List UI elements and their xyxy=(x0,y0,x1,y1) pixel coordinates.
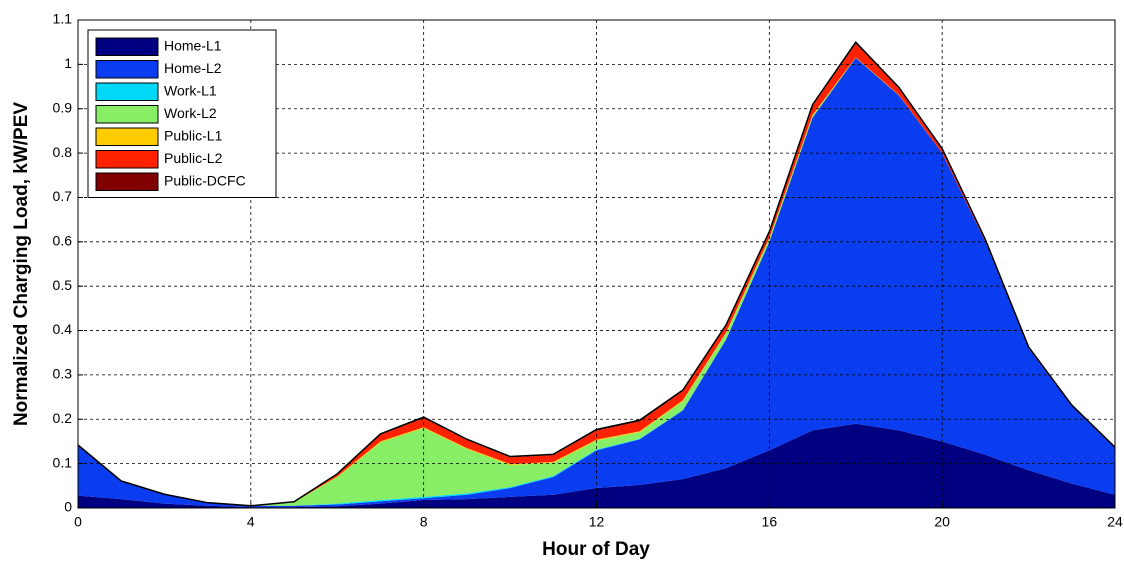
area xyxy=(78,57,1115,508)
legend-swatch xyxy=(95,172,159,191)
legend: Home-L1 Home-L2 Work-L1 Work-L2 Public-L1 Pub… xyxy=(87,29,277,198)
y-tick-label: 0.5 xyxy=(53,277,73,293)
legend-swatch xyxy=(95,127,159,146)
legend-label: Home-L1 xyxy=(164,37,222,53)
legend-swatch xyxy=(95,150,159,169)
y-tick-label: 1 xyxy=(64,55,72,71)
legend-swatch xyxy=(95,82,159,101)
y-tick-label: 1.1 xyxy=(53,11,73,27)
y-tick-label: 0.4 xyxy=(53,321,73,337)
y-tick-label: 0.7 xyxy=(53,188,73,204)
legend-label: Work-L1 xyxy=(164,82,217,98)
legend-label: Home-L2 xyxy=(164,60,222,76)
legend-label: Public-L1 xyxy=(164,127,223,143)
area xyxy=(78,423,1115,508)
y-tick-label: 0.8 xyxy=(53,144,73,160)
x-tick-label: 24 xyxy=(1107,514,1123,530)
y-tick-label: 0.9 xyxy=(53,99,73,115)
x-tick-label: 12 xyxy=(589,514,605,530)
legend-label: Work-L2 xyxy=(164,105,217,121)
x-tick-label: 20 xyxy=(934,514,950,530)
x-tick-label: 4 xyxy=(247,514,255,530)
legend-swatch xyxy=(95,105,159,124)
x-tick-label: 8 xyxy=(420,514,428,530)
x-axis-label: Hour of Day xyxy=(542,539,650,560)
y-tick-label: 0.6 xyxy=(53,233,73,249)
legend-swatch xyxy=(95,37,159,56)
y-tick-label: 0.2 xyxy=(53,410,73,426)
legend-swatch xyxy=(95,60,159,79)
x-tick-label: 0 xyxy=(74,514,82,530)
y-tick-label: 0 xyxy=(64,499,72,515)
plot-frame xyxy=(77,19,1116,509)
x-tick-label: 16 xyxy=(762,514,778,530)
legend-label: Public-L2 xyxy=(164,150,223,166)
y-tick-label: 0.1 xyxy=(53,454,73,470)
y-axis-label: Normalized Charging Load, kW/PEV xyxy=(11,102,32,426)
y-tick-label: 0.3 xyxy=(53,366,73,382)
legend-label: Public-DCFC xyxy=(164,172,246,188)
